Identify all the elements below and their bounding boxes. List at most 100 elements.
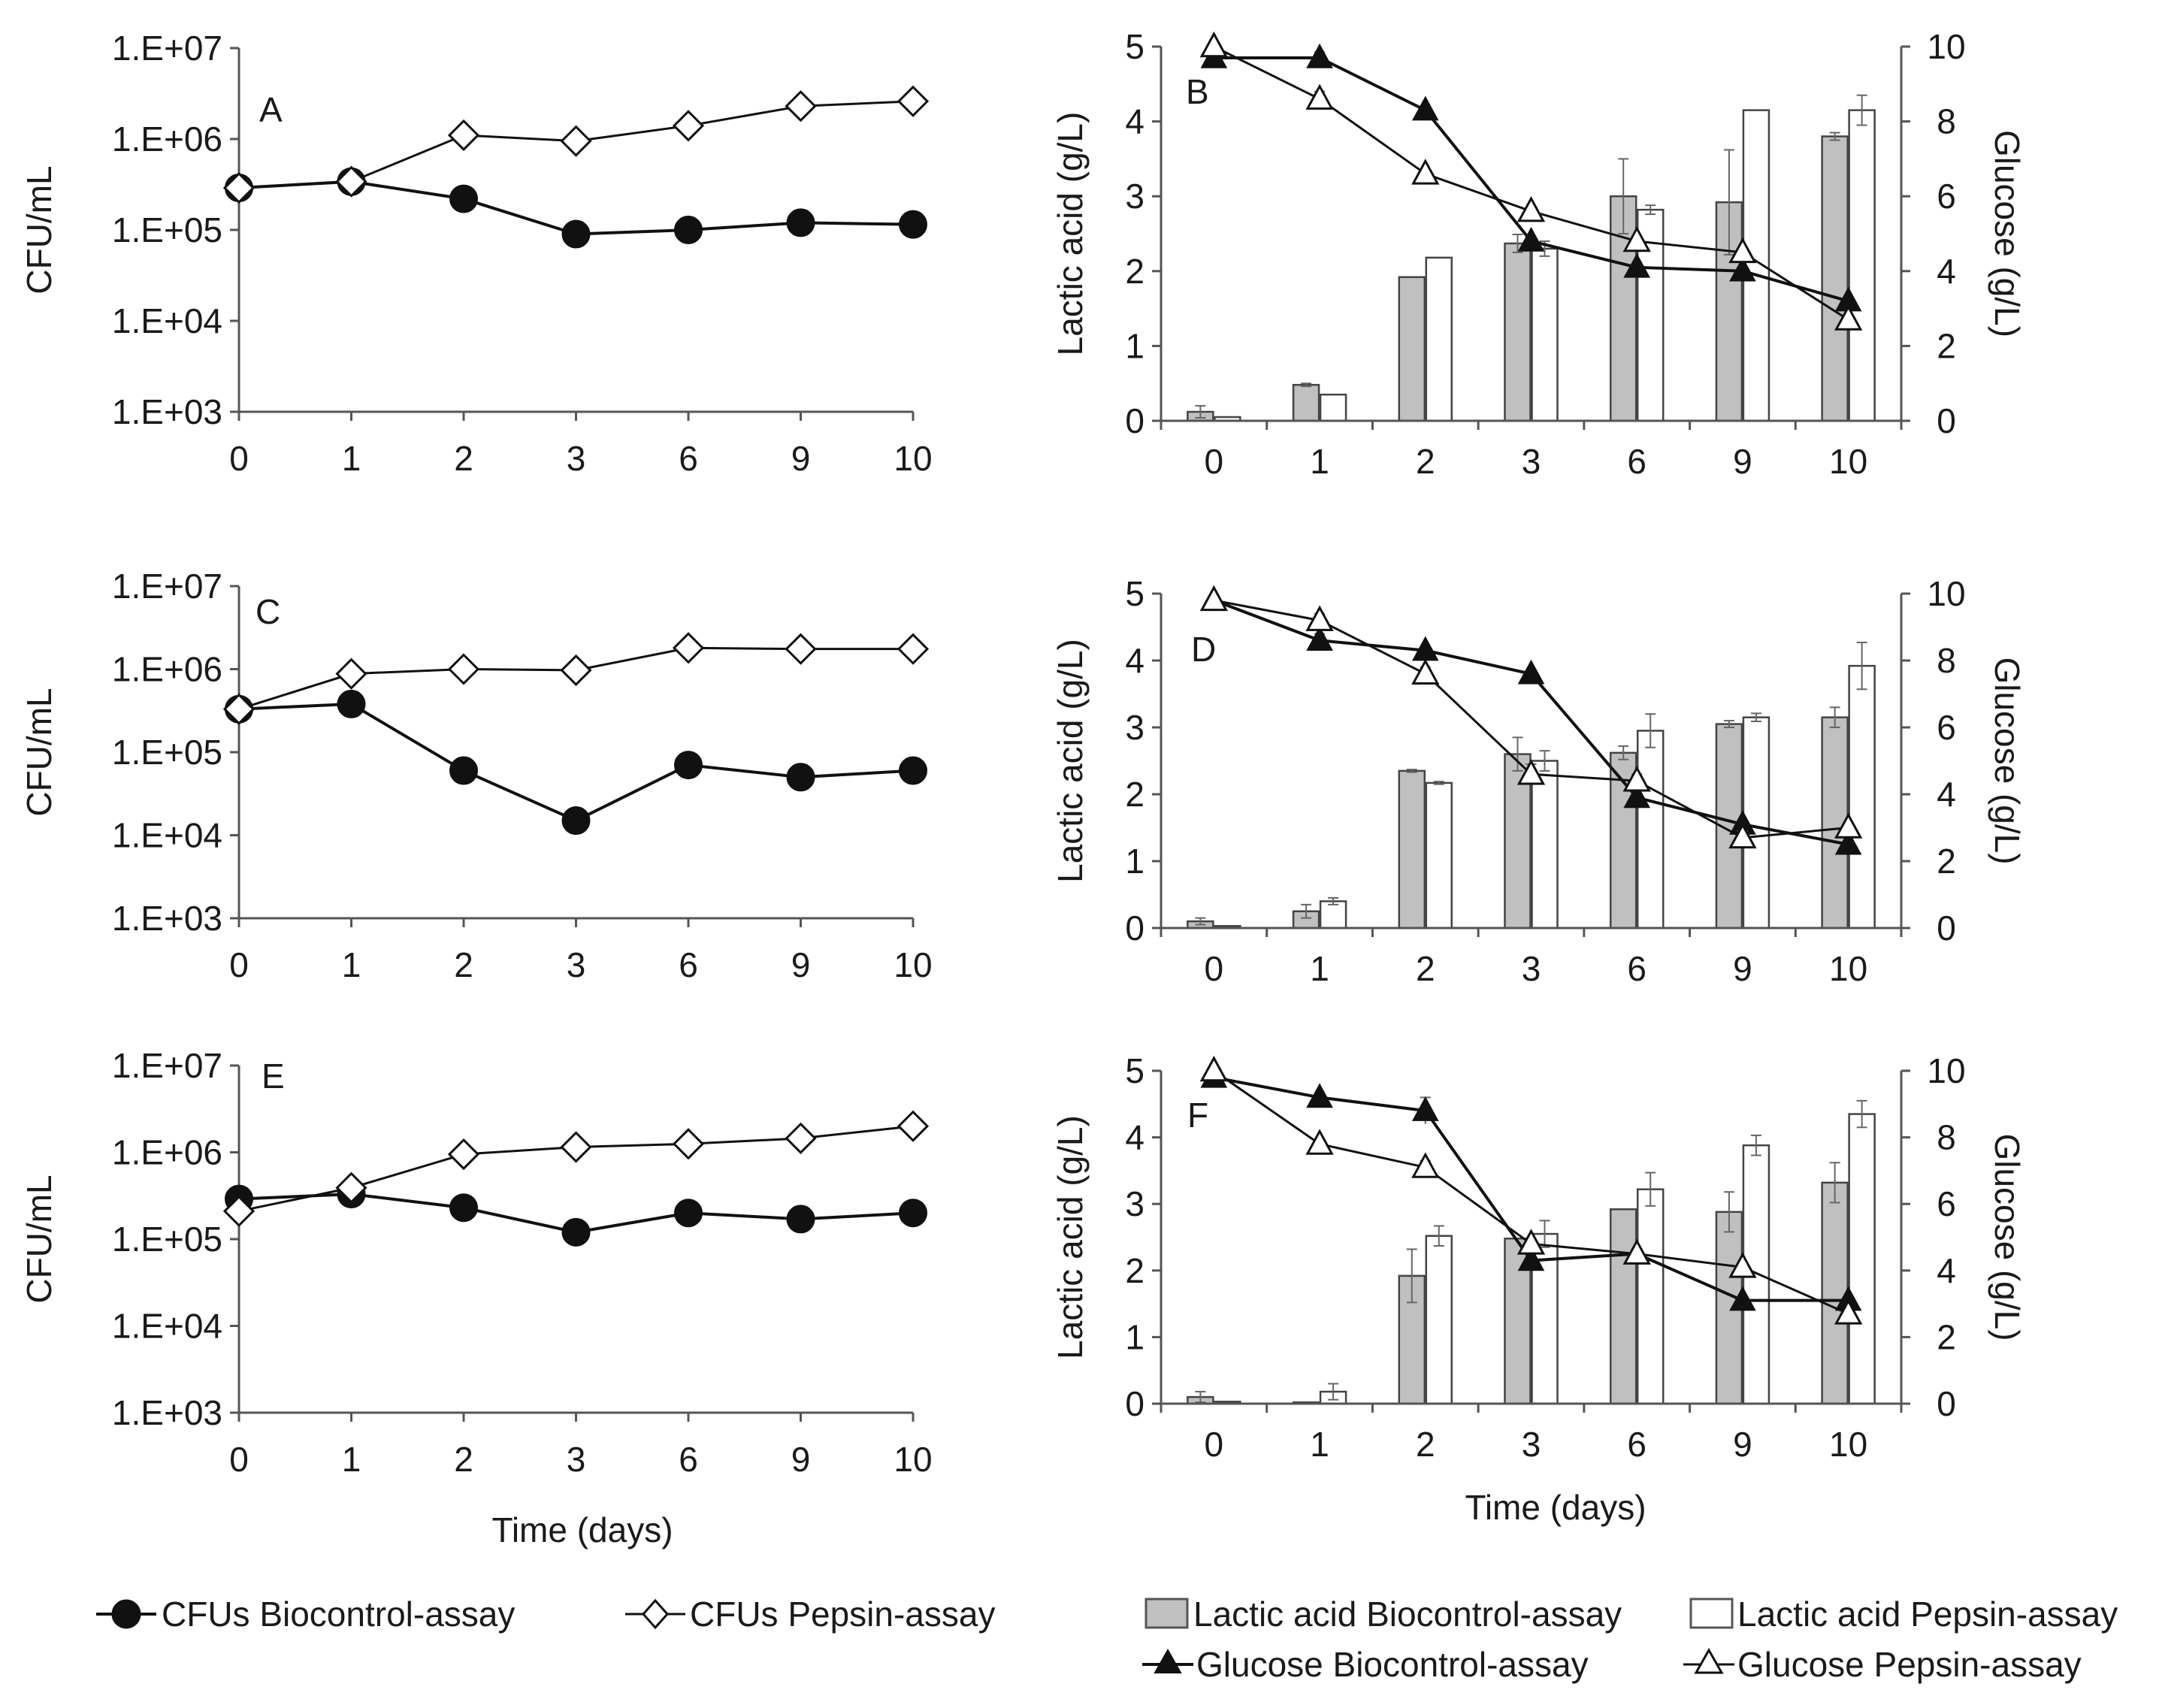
point-glucose-bio [1834, 830, 1862, 855]
x-tick-label: 2 [1416, 1425, 1435, 1464]
y-tick-label: 1.E+05 [112, 1220, 222, 1259]
point-cfu-pep [222, 693, 256, 725]
point-glucose-bio [1517, 226, 1545, 252]
y-tick-label: 0 [1125, 401, 1145, 440]
y-tick-label: 1 [1125, 1317, 1145, 1356]
panel-letter: B [1186, 72, 1209, 111]
x-tick-label: 1 [1310, 442, 1329, 481]
y2-tick-label: 0 [1937, 908, 1956, 948]
y-tick-label: 1.E+04 [112, 1307, 222, 1346]
x-tick-label: 9 [1733, 949, 1752, 988]
legend-glucose-bio-label: Glucose Biocontrol-assay [1196, 1645, 1589, 1684]
y2-tick-label: 6 [1937, 1184, 1956, 1223]
point-glucose-pep [1622, 1238, 1651, 1265]
legend-lactic-pep-swatch [1689, 1598, 1734, 1629]
point-cfu-pep [222, 171, 256, 204]
point-glucose-pep [1305, 1129, 1334, 1155]
point-cfu-bio [561, 1217, 591, 1247]
y-tick-label: 5 [1125, 1051, 1145, 1090]
y-tick-label: 1.E+07 [112, 1046, 222, 1085]
y-tick-label: 4 [1125, 641, 1145, 680]
x-tick-label: 6 [679, 439, 698, 478]
y-axis-title: Lactic acid (g/L) [1051, 112, 1090, 356]
legend-glucose-pep-marker [1694, 1647, 1724, 1674]
x-tick-label: 1 [342, 945, 361, 984]
x-tick-label: 6 [679, 1440, 698, 1479]
x-tick-label: 2 [454, 945, 473, 984]
x-tick-label: 0 [229, 1440, 249, 1479]
point-cfu-bio [786, 208, 815, 237]
x-tick-label: 2 [454, 439, 473, 478]
series-line-cfu-bio [238, 702, 914, 823]
y-tick-label: 1.E+07 [112, 567, 222, 606]
point-glucose-bio [1306, 1083, 1333, 1108]
x-tick-label: 6 [679, 945, 698, 984]
x-tick-label: 0 [229, 439, 249, 478]
point-cfu-bio [674, 751, 703, 780]
point-cfu-pep [222, 1195, 256, 1227]
y-tick-label: 1.E+07 [112, 29, 222, 68]
bar-lactic-bio [1609, 1208, 1637, 1405]
y2-tick-label: 2 [1937, 326, 1956, 365]
y2-tick-label: 8 [1937, 102, 1956, 141]
bar-lactic-pep [1531, 247, 1559, 422]
y2-tick-label: 6 [1937, 177, 1956, 216]
point-cfu-pep [672, 632, 705, 664]
y-axis-title: Lactic acid (g/L) [1051, 639, 1090, 883]
y-tick-label: 1.E+03 [112, 1393, 222, 1432]
bar-lactic-bio [1398, 769, 1426, 930]
y-tick-label: 1.E+05 [112, 733, 222, 772]
point-glucose-pep [1834, 304, 1863, 331]
y2-tick-label: 6 [1937, 708, 1956, 747]
point-glucose-pep [1516, 1229, 1546, 1255]
y-tick-label: 3 [1125, 177, 1145, 216]
x-axis-title: Time (days) [491, 1510, 673, 1549]
point-cfu-pep [447, 1138, 480, 1171]
bar-lactic-bio [1821, 135, 1849, 422]
x-tick-label: 0 [1205, 1425, 1224, 1464]
y2-tick-label: 2 [1937, 842, 1956, 881]
point-glucose-bio [1623, 783, 1651, 809]
point-glucose-pep [1516, 759, 1546, 785]
y2-tick-label: 4 [1937, 1251, 1956, 1290]
panel-e: E 1.E+03 1.E+04 1.E+05 1.E+06 1.E+07 0 1 2 3 6 9 10 C… [20, 1046, 933, 1549]
legend-lactic-bio-label: Lactic acid Biocontrol-assay [1193, 1595, 1622, 1634]
x-tick-label: 3 [1522, 1425, 1541, 1464]
point-cfu-pep [672, 1128, 705, 1160]
point-glucose-pep [1411, 159, 1440, 185]
legend-lactic-bio-swatch [1145, 1598, 1189, 1629]
legend-cfu-pep-label: CFUs Pepsin-assay [690, 1595, 995, 1634]
point-cfu-bio [899, 1199, 927, 1228]
x-tick-label: 10 [894, 1440, 932, 1479]
x-tick-label: 3 [1522, 442, 1541, 481]
point-cfu-bio [674, 216, 703, 244]
bar-lactic-pep [1636, 1188, 1665, 1405]
point-glucose-bio [1729, 256, 1756, 282]
point-cfu-pep [560, 654, 592, 687]
point-cfu-bio [561, 219, 591, 249]
x-tick-label: 9 [791, 439, 811, 478]
bar-lactic-bio [1504, 242, 1532, 422]
x-tick-label: 10 [1829, 949, 1867, 988]
y2-tick-label: 0 [1937, 401, 1956, 440]
bar-lactic-bio [1292, 383, 1320, 422]
point-cfu-pep [335, 165, 367, 198]
point-glucose-pep [1834, 812, 1863, 839]
y2-tick-label: 2 [1937, 1317, 1956, 1356]
legend-cfu-pep-marker [641, 1598, 670, 1630]
y-tick-label: 2 [1125, 775, 1145, 814]
point-glucose-bio [1517, 659, 1545, 685]
point-glucose-pep [1199, 31, 1229, 58]
point-glucose-pep [1728, 237, 1757, 264]
point-glucose-pep [1834, 1298, 1863, 1325]
panel-c: C 1.E+03 1.E+04 1.E+05 1.E+06 1.E+07 0 1 2 3 6 9 10 C… [20, 567, 933, 984]
panel-letter: D [1191, 630, 1216, 669]
panel-a: A 1.E+03 1.E+04 1.E+05 1.E+06 1.E+07 0 1 2 3 6 9 10 C… [20, 29, 933, 478]
x-tick-label: 9 [791, 945, 811, 984]
y-tick-label: 0 [1125, 1384, 1145, 1423]
x-tick-label: 1 [342, 439, 361, 478]
y-tick-label: 4 [1125, 1118, 1145, 1157]
bar-lactic-pep [1636, 730, 1665, 930]
y2-tick-label: 0 [1937, 1384, 1956, 1423]
